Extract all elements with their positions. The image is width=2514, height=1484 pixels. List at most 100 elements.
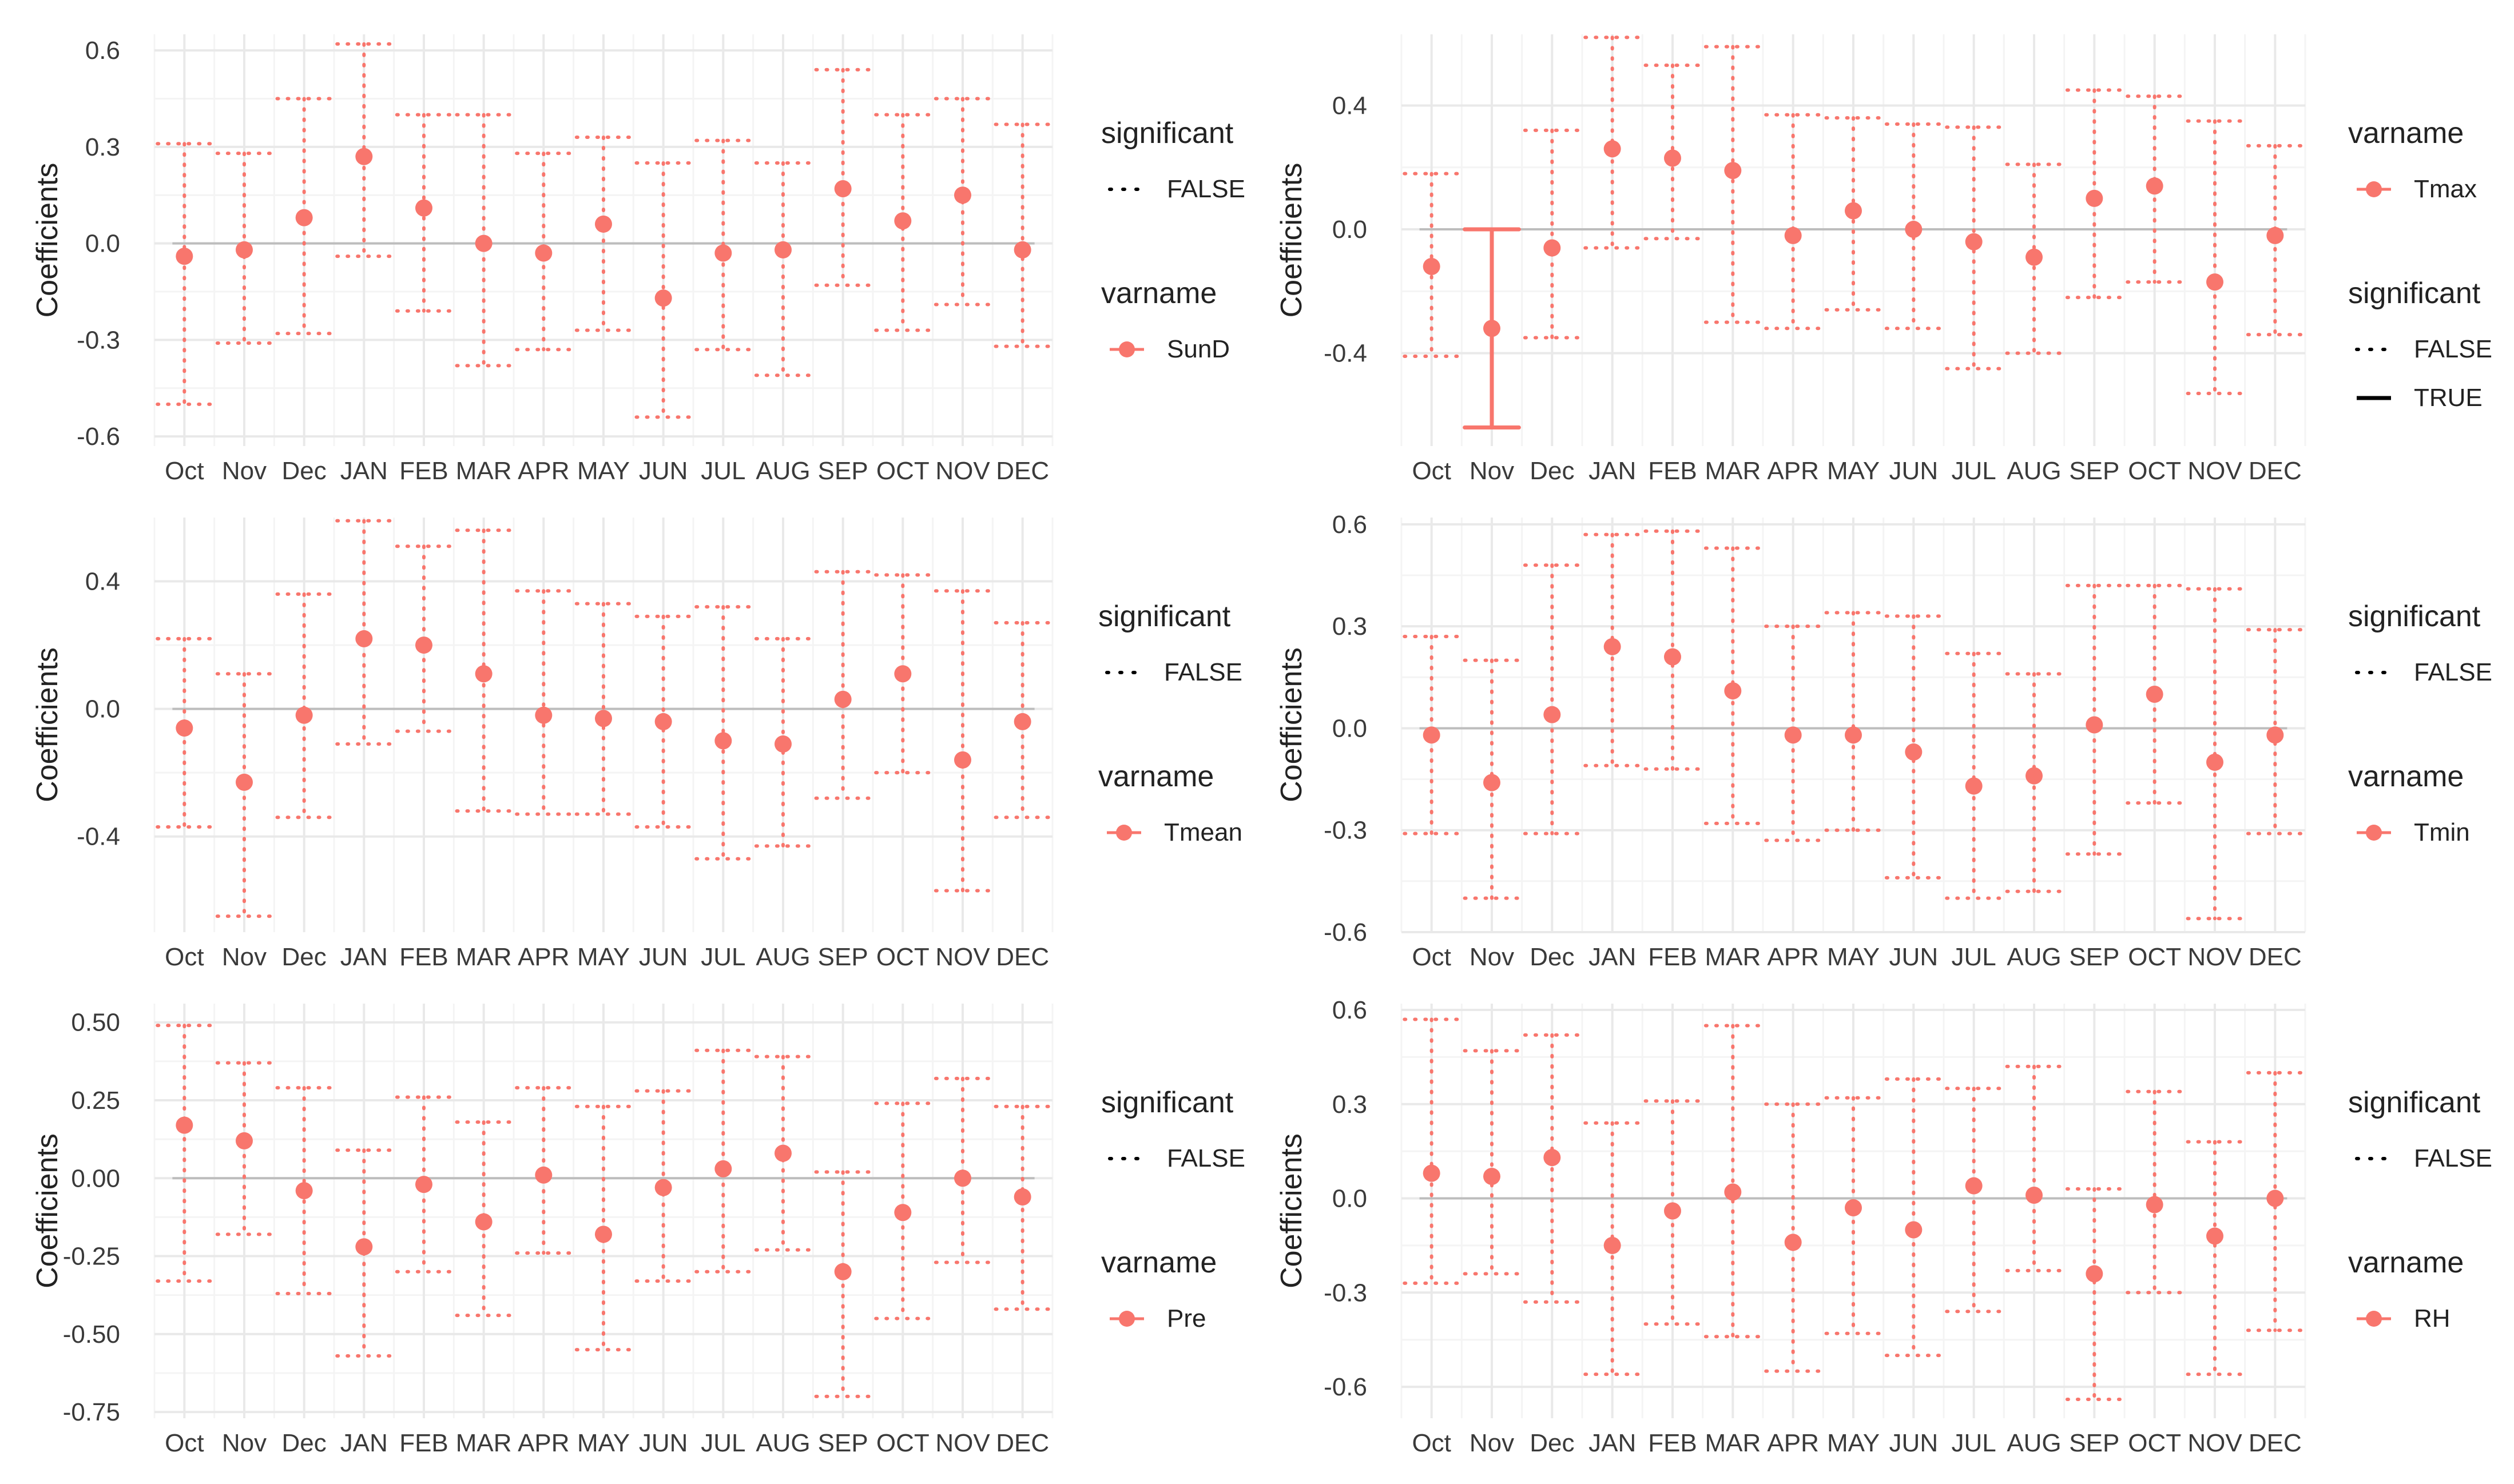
- x-tick-label: JAN: [340, 457, 388, 485]
- x-tick-label: NOV: [935, 943, 990, 971]
- data-point: [1784, 1234, 1802, 1251]
- data-point: [894, 665, 912, 683]
- data-point: [714, 732, 732, 750]
- data-point: [834, 180, 852, 197]
- y-axis-label: Coefficients: [31, 1133, 64, 1288]
- y-tick-label: 0.6: [1332, 511, 1367, 539]
- data-point: [1905, 743, 1923, 761]
- data-point: [2266, 726, 2284, 744]
- x-tick-label: Oct: [165, 943, 204, 971]
- x-tick-label: NOV: [935, 457, 990, 485]
- x-tick-label: AUG: [756, 1429, 810, 1457]
- data-point: [1845, 202, 1862, 220]
- legend-label: SunD: [1167, 335, 1230, 363]
- panel-4: 0.6 0.3 0.0 -0.3 -0.6 Oct Nov Dec JAN FEB MAR APR MA…: [1275, 511, 2492, 971]
- data-point: [714, 1160, 732, 1177]
- legend-label: FALSE: [2414, 658, 2492, 686]
- x-tick-label: FEB: [399, 943, 448, 971]
- legend-key-point: [1119, 341, 1135, 357]
- data-point: [355, 630, 373, 647]
- x-tick-label: Oct: [1412, 1429, 1451, 1457]
- y-tick-label: 0.0: [1332, 714, 1367, 742]
- x-tick-label: JAN: [340, 943, 388, 971]
- x-tick-label: Nov: [222, 457, 267, 485]
- data-point: [535, 1166, 553, 1184]
- data-point: [1845, 1199, 1862, 1217]
- data-point: [954, 1169, 971, 1187]
- x-tick-label: Nov: [1470, 457, 1514, 485]
- x-tick-label: SEP: [2069, 457, 2119, 485]
- data-point: [1603, 140, 1621, 158]
- data-point: [2086, 189, 2103, 207]
- x-tick-label: AUG: [2007, 457, 2061, 485]
- x-tick-label: Oct: [1412, 457, 1451, 485]
- legend-title: varname: [1101, 277, 1217, 310]
- data-point: [295, 706, 313, 724]
- legend-label: TRUE: [2414, 384, 2483, 412]
- legend-label: FALSE: [1167, 1144, 1245, 1172]
- data-point: [1014, 713, 1031, 730]
- x-tick-label: JAN: [1588, 1429, 1636, 1457]
- x-tick-label: MAR: [1705, 943, 1761, 971]
- data-point: [2206, 273, 2223, 291]
- x-tick-label: DEC: [2249, 1429, 2302, 1457]
- data-point: [894, 1204, 912, 1222]
- x-tick-label: DEC: [2249, 457, 2302, 485]
- legend-title: significant: [2348, 600, 2481, 633]
- data-point: [654, 289, 672, 307]
- y-tick-label: -0.3: [77, 326, 120, 354]
- x-tick-label: JAN: [1588, 943, 1636, 971]
- data-point: [2266, 226, 2284, 244]
- x-tick-label: MAY: [1827, 457, 1880, 485]
- x-tick-label: APR: [518, 457, 569, 485]
- legend-label: FALSE: [1167, 175, 1245, 203]
- y-tick-label: 0.25: [71, 1087, 120, 1115]
- data-point: [415, 199, 432, 217]
- x-tick-label: SEP: [2069, 943, 2119, 971]
- data-point: [2266, 1189, 2284, 1207]
- data-point: [1543, 1149, 1561, 1167]
- data-point: [1543, 706, 1561, 723]
- legend-title: significant: [2348, 1086, 2481, 1119]
- legend-label: Pre: [1167, 1304, 1206, 1332]
- y-tick-label: -0.50: [63, 1320, 120, 1348]
- x-tick-label: Nov: [222, 1429, 267, 1457]
- y-axis-label: Coefficients: [1275, 647, 1308, 802]
- x-tick-label: Dec: [1530, 1429, 1574, 1457]
- x-tick-label: OCT: [2128, 1429, 2181, 1457]
- x-tick-label: Dec: [1530, 943, 1574, 971]
- y-tick-label: 0.4: [85, 568, 120, 596]
- data-point: [1483, 1168, 1500, 1185]
- data-point: [954, 751, 971, 769]
- legend-title: significant: [1101, 117, 1234, 150]
- x-tick-label: NOV: [2187, 943, 2242, 971]
- y-axis-label: Coefficients: [1275, 1133, 1308, 1288]
- data-point: [236, 241, 253, 258]
- data-point: [535, 244, 553, 262]
- x-tick-label: MAY: [1827, 1429, 1880, 1457]
- data-point: [1423, 726, 1440, 744]
- legend-label: Tmax: [2414, 175, 2477, 203]
- legend-key-point: [2366, 825, 2382, 841]
- y-tick-label: 0.6: [1332, 996, 1367, 1024]
- data-point: [2026, 1187, 2043, 1204]
- x-tick-label: APR: [518, 943, 569, 971]
- data-point: [1664, 648, 1681, 666]
- x-tick-label: MAY: [1827, 943, 1880, 971]
- legend-title: significant: [2348, 277, 2481, 310]
- x-tick-label: APR: [1767, 457, 1818, 485]
- y-tick-label: 0.0: [1332, 1185, 1367, 1213]
- x-tick-label: OCT: [2128, 943, 2181, 971]
- x-tick-label: DEC: [996, 943, 1049, 971]
- y-tick-label: 0.50: [71, 1009, 120, 1037]
- data-point: [1483, 774, 1500, 791]
- data-point: [1965, 233, 1983, 250]
- legend-title: varname: [2348, 117, 2464, 150]
- y-tick-label: 0.00: [71, 1164, 120, 1192]
- x-tick-label: JUL: [701, 457, 745, 485]
- data-point: [834, 690, 852, 708]
- data-point: [1664, 149, 1681, 167]
- data-point: [1724, 1183, 1742, 1201]
- x-tick-label: Dec: [282, 943, 327, 971]
